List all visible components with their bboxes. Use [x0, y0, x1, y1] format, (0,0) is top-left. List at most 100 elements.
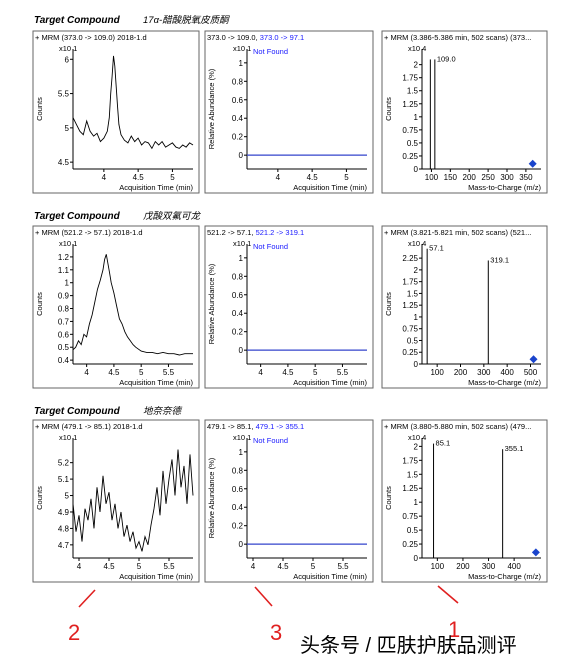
- y-tick-label: 0: [414, 360, 419, 369]
- annotation-number: 1: [448, 617, 460, 642]
- annotation-number: 2: [68, 620, 80, 645]
- x-tick-label: 100: [431, 562, 445, 571]
- y-tick-label: 4.8: [58, 524, 70, 533]
- y-tick-label: 0.4: [232, 309, 244, 318]
- chromatogram-trace: [72, 254, 193, 356]
- y-tick-label: 1: [65, 279, 70, 288]
- y-tick-label: 4.7: [58, 541, 70, 550]
- y-tick-label: 6: [65, 55, 70, 64]
- y-tick-label: 0.8: [232, 77, 244, 86]
- y-tick-label: 2.25: [402, 254, 418, 263]
- chart-title: + MRM (373.0 -> 109.0) 2018-1.d: [35, 33, 147, 42]
- status-not-found: Not Found: [253, 242, 288, 251]
- x-tick-label: 300: [477, 368, 491, 377]
- y-tick-label: 0.7: [58, 317, 70, 326]
- y-axis-title: Counts: [384, 97, 393, 121]
- panel-frame: [32, 419, 200, 583]
- panel-frame: [381, 30, 548, 194]
- peak-label: 109.0: [437, 54, 456, 63]
- y-tick-label: 0.9: [58, 292, 70, 301]
- y-tick-label: 4.5: [58, 158, 70, 167]
- y-tick-label: 0.6: [232, 485, 244, 494]
- y-tick-label: 0.5: [407, 526, 419, 535]
- y-tick-label: 0.2: [232, 133, 244, 142]
- y-tick-label: 5: [65, 492, 70, 501]
- x-tick-label: 5.5: [163, 562, 175, 571]
- x-tick-label: 200: [463, 173, 477, 182]
- x-tick-label: 400: [500, 368, 514, 377]
- chart-panel: + MRM (3.821-5.821 min, 502 scans) (521.…: [381, 225, 548, 389]
- y-tick-label: 5.5: [58, 90, 70, 99]
- panel-frame: [32, 30, 200, 194]
- y-tick-label: 1: [414, 113, 419, 122]
- x-tick-label: 4.5: [108, 368, 120, 377]
- x-tick-label: 4.5: [277, 562, 289, 571]
- section-label: Target Compound: [34, 211, 121, 222]
- x-tick-label: 300: [482, 562, 496, 571]
- chart-panels: + MRM (373.0 -> 109.0) 2018-1.d x10 1 4.5 5…: [32, 30, 548, 583]
- x-axis-title: Mass-to-Charge (m/z): [468, 572, 541, 581]
- y-tick-label: 0.4: [232, 114, 244, 123]
- x-tick-label: 5: [139, 368, 144, 377]
- x-tick-label: 500: [524, 368, 538, 377]
- y-tick-label: 0.25: [402, 152, 418, 161]
- chart-panel: + MRM (479.1 -> 85.1) 2018-1.d x10 1 4.7 4.…: [32, 419, 200, 583]
- chart-title: + MRM (479.1 -> 85.1) 2018-1.d: [35, 422, 143, 431]
- panel-frame: [381, 225, 548, 389]
- y-tick-label: 0.75: [402, 325, 418, 334]
- precursor-marker: [528, 159, 537, 168]
- chart-title: 373.0 -> 109.0, 373.0 -> 97.1: [207, 33, 304, 42]
- y-axis-title: Relative Abundance (%): [207, 263, 216, 344]
- y-axis-title: Counts: [35, 292, 44, 316]
- y-tick-label: 0.75: [402, 126, 418, 135]
- y-tick-label: 0: [239, 151, 244, 160]
- y-axis-title: Counts: [384, 486, 393, 510]
- y-tick-label: 1: [239, 448, 244, 457]
- y-tick-label: 0.6: [232, 291, 244, 300]
- panel-frame: [204, 419, 374, 583]
- annotation-pointer: [78, 589, 96, 608]
- axis-exponent: x10 1: [59, 433, 77, 442]
- chart-panel: 521.2 -> 57.1, 521.2 -> 319.1 x10 1 Not Fo…: [204, 225, 374, 389]
- chart-panel: 479.1 -> 85.1, 479.1 -> 355.1 x10 1 Not Fo…: [204, 419, 374, 583]
- x-axis-title: Acquisition Time (min): [293, 572, 367, 581]
- chart-title: + MRM (3.821-5.821 min, 502 scans) (521.…: [384, 228, 531, 237]
- peak-label: 355.1: [505, 444, 524, 453]
- y-tick-label: 0.8: [232, 272, 244, 281]
- peak-label: 319.1: [490, 255, 509, 264]
- y-tick-label: 0.4: [232, 503, 244, 512]
- axis-exponent: x10 1: [233, 239, 251, 248]
- axis-exponent: x10 1: [59, 239, 77, 248]
- x-tick-label: 4: [77, 562, 82, 571]
- x-tick-label: 4: [251, 562, 256, 571]
- axis-exponent: x10 1: [59, 44, 77, 53]
- annotation-number: 3: [270, 620, 282, 645]
- chart-panel: + MRM (3.386-5.386 min, 502 scans) (373.…: [381, 30, 548, 194]
- y-tick-label: 0.2: [232, 522, 244, 531]
- annotation-pointer: [437, 585, 459, 604]
- y-tick-label: 0.6: [232, 96, 244, 105]
- status-not-found: Not Found: [253, 47, 288, 56]
- y-tick-label: 4.9: [58, 508, 70, 517]
- y-tick-label: 0.4: [58, 356, 70, 365]
- y-axis-title: Relative Abundance (%): [207, 457, 216, 538]
- x-tick-label: 200: [454, 368, 468, 377]
- y-tick-label: 2: [414, 266, 419, 275]
- y-tick-label: 2: [414, 442, 419, 451]
- y-tick-label: 0: [239, 540, 244, 549]
- x-tick-label: 4: [102, 173, 107, 182]
- x-tick-label: 5.5: [337, 562, 349, 571]
- axis-exponent: x10 4: [408, 433, 426, 442]
- y-tick-label: 0.5: [407, 139, 419, 148]
- panel-frame: [381, 419, 548, 583]
- chart-panel: + MRM (3.880-5.880 min, 502 scans) (479.…: [381, 419, 548, 583]
- x-axis-title: Acquisition Time (min): [293, 378, 367, 387]
- x-tick-label: 5.5: [163, 368, 175, 377]
- x-axis-title: Acquisition Time (min): [119, 572, 193, 581]
- y-tick-label: 5.2: [58, 459, 70, 468]
- y-tick-label: 0.25: [402, 540, 418, 549]
- x-tick-label: 250: [481, 173, 495, 182]
- x-tick-label: 150: [444, 173, 458, 182]
- y-axis-title: Counts: [35, 97, 44, 121]
